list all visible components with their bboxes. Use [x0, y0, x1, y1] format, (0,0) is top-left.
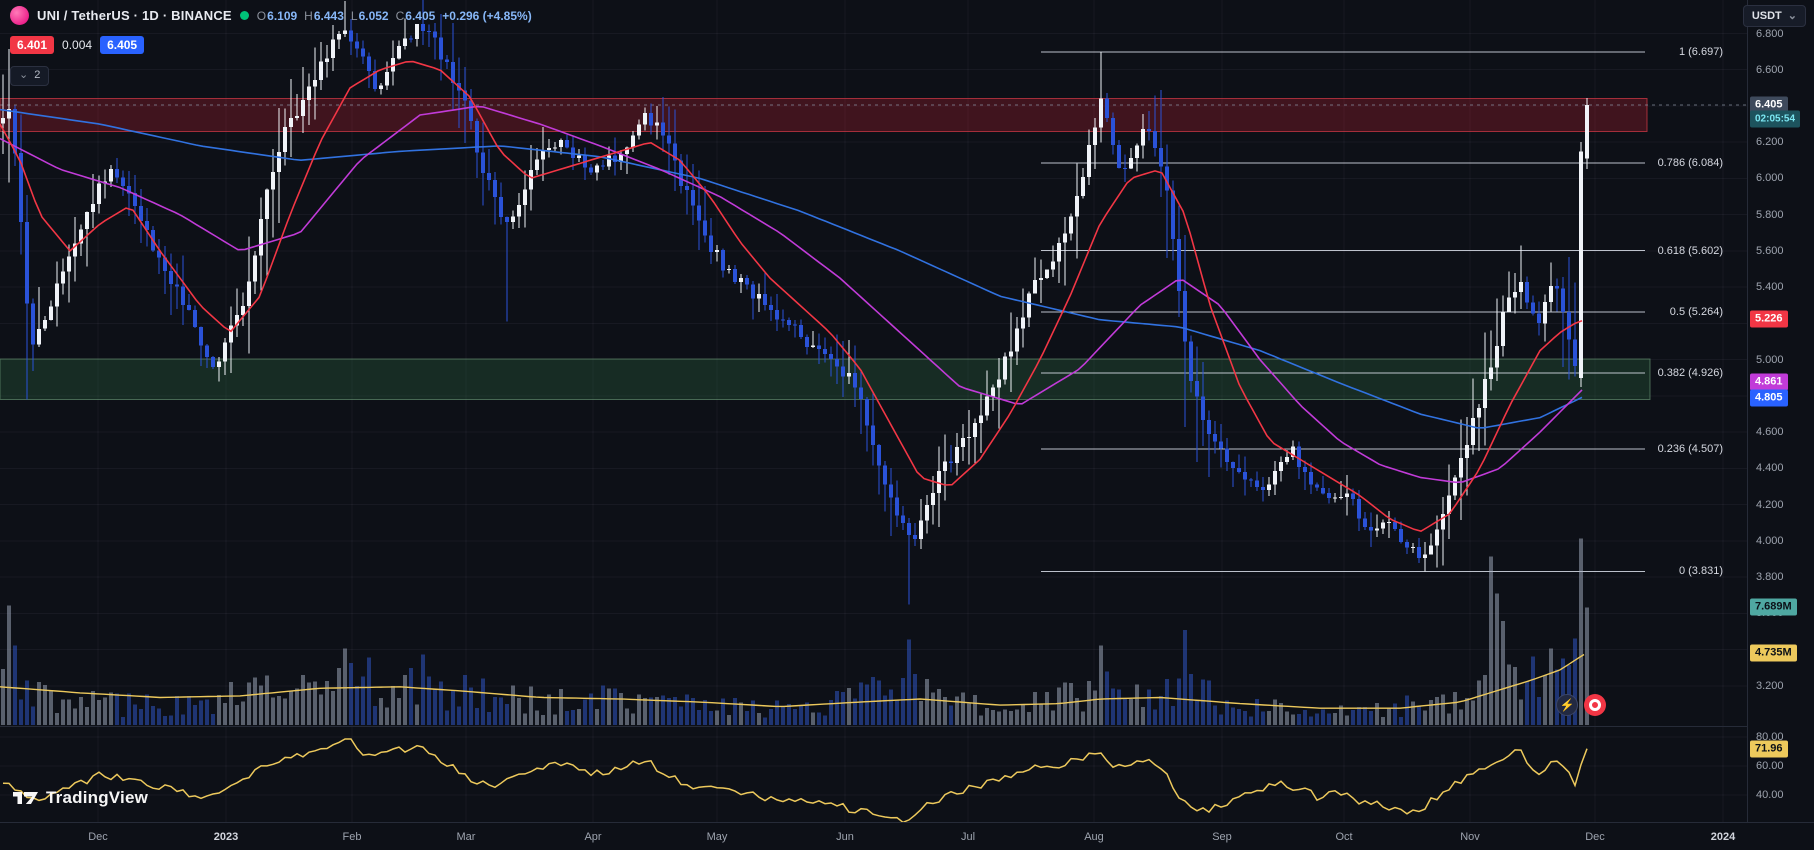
price-tick: 6.000 [1756, 172, 1784, 185]
rsi-value-badge: 71.96 [1750, 740, 1788, 758]
price-tick: 5.800 [1756, 208, 1784, 221]
spread-value: 0.004 [62, 38, 93, 52]
time-label: Dec [1585, 831, 1605, 843]
fib-level-label[interactable]: 0.382 (4.926) [1657, 367, 1723, 380]
time-label: Apr [584, 831, 602, 843]
time-label: 2023 [213, 831, 239, 843]
rsi-pane-canvas[interactable] [0, 727, 1747, 822]
time-label: Jun [836, 831, 854, 843]
price-tick: 6.600 [1756, 63, 1784, 76]
chevron-down-icon: ⌄ [19, 69, 29, 81]
time-label: Oct [1335, 831, 1353, 843]
fib-level-label[interactable]: 0.236 (4.507) [1657, 442, 1723, 455]
countdown-badge: 02:05:54 [1750, 110, 1801, 128]
last-price-badge: 6.405 [1750, 96, 1788, 114]
high-pair: H 6.443 [304, 9, 344, 23]
low-pair: L 6.052 [351, 9, 389, 23]
time-label: Jul [960, 831, 976, 843]
ma-slow-value-badge: 4.805 [1750, 389, 1788, 407]
price-tick: 4.200 [1756, 498, 1784, 511]
fib-level-label[interactable]: 0.5 (5.264) [1669, 305, 1723, 318]
ma-fast-value-badge: 5.226 [1750, 310, 1788, 328]
price-tick: 4.000 [1756, 534, 1784, 547]
market-status-icon [239, 11, 249, 20]
main-chart-canvas[interactable] [0, 0, 1747, 726]
close-pair: C 6.405 [396, 9, 436, 23]
ohlc-values: O 6.109 H 6.443 L 6.052 C 6.405 +0.296 (+4.8… [257, 9, 532, 23]
rsi-tick: 60.00 [1756, 760, 1784, 772]
low-value: 6.052 [358, 8, 389, 23]
time-label: Sep [1212, 831, 1232, 843]
uniswap-logo-icon [10, 6, 29, 25]
time-label: Aug [1084, 831, 1104, 843]
sell-button[interactable]: 6.401 [10, 36, 55, 54]
time-label: Dec [88, 831, 108, 843]
time-label: Nov [1460, 831, 1480, 843]
price-tick: 6.200 [1756, 136, 1784, 149]
price-axis[interactable]: 6.8006.6006.4006.2006.0005.8005.6005.400… [1747, 0, 1814, 822]
symbol-title[interactable]: UNI / TetherUS · 1D · BINANCE [37, 8, 232, 23]
chevron-down-icon: ⌄ [1787, 10, 1797, 22]
trade-buttons-row: 6.401 0.004 6.405 [10, 36, 145, 54]
collapsed-count: 2 [34, 69, 41, 81]
fib-level-label[interactable]: 1 (6.697) [1678, 46, 1723, 59]
change-value: +0.296 (+4.85%) [442, 8, 532, 23]
fib-level-label[interactable]: 0.786 (6.084) [1657, 157, 1723, 170]
boost-lightning-button[interactable]: ⚡ [1556, 694, 1578, 716]
pane-separator[interactable] [0, 726, 1747, 727]
chart-quick-actions: ⚡ [1556, 694, 1606, 716]
time-label: May [706, 831, 728, 843]
open-label: O [256, 8, 267, 23]
time-label: Mar [456, 831, 476, 843]
time-axis[interactable]: Dec 2023 Feb Mar Apr May Jun Jul Aug Sep Oct Nov Dec… [0, 822, 1814, 850]
tradingview-logo-icon [13, 792, 38, 804]
close-label: C [395, 8, 405, 23]
price-tick: 4.400 [1756, 462, 1784, 475]
currency-selector-button[interactable]: USDT ⌄ [1742, 5, 1806, 27]
time-label: Feb [342, 831, 362, 843]
help-lifebuoy-button[interactable] [1584, 694, 1606, 716]
ma-mid-value-badge: 4.861 [1750, 373, 1788, 391]
price-tick: 5.000 [1756, 353, 1784, 366]
close-value: 6.405 [405, 8, 436, 23]
collapse-indicators-button[interactable]: ⌄ 2 [10, 66, 50, 86]
price-tick: 6.800 [1756, 27, 1784, 40]
buy-button[interactable]: 6.405 [100, 36, 145, 54]
price-tick: 4.600 [1756, 426, 1784, 439]
indicator-collapse-row: ⌄ 2 [10, 66, 50, 86]
high-label: H [304, 8, 313, 23]
fib-level-label[interactable]: 0.618 (5.602) [1657, 244, 1723, 257]
currency-label: USDT [1751, 10, 1782, 22]
volume-value-badge: 7.689M [1750, 598, 1797, 616]
watermark-text: TradingView [46, 788, 149, 807]
rsi-tick: 80.00 [1756, 731, 1784, 743]
price-tick: 5.400 [1756, 281, 1784, 294]
time-label: 2024 [1710, 831, 1736, 843]
price-tick: 5.600 [1756, 244, 1784, 257]
price-tick: 3.800 [1756, 571, 1784, 584]
fib-level-label[interactable]: 0 (3.831) [1678, 565, 1723, 578]
open-value: 6.109 [267, 8, 298, 23]
price-tick: 3.200 [1756, 679, 1784, 692]
rsi-tick: 40.00 [1756, 789, 1784, 801]
low-label: L [350, 8, 358, 23]
symbol-header: UNI / TetherUS · 1D · BINANCE O 6.109 H 6.… [10, 6, 532, 25]
volume-ma-value-badge: 4.735M [1750, 644, 1797, 662]
tradingview-watermark[interactable]: TradingView [12, 788, 148, 808]
high-value: 6.443 [313, 8, 344, 23]
open-pair: O 6.109 [257, 9, 297, 23]
